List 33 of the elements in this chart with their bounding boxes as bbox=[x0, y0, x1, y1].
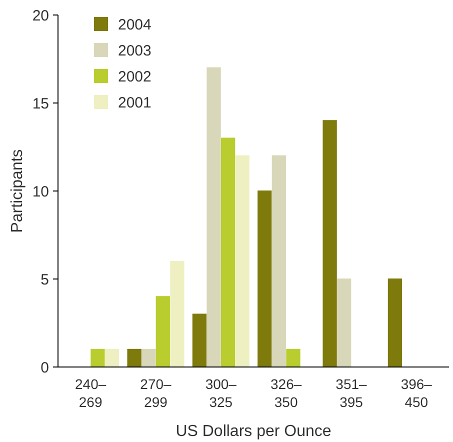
y-tick-label: 15 bbox=[32, 95, 49, 112]
legend-label: 2004 bbox=[118, 16, 152, 34]
legend-label: 2001 bbox=[118, 94, 152, 112]
legend-label: 2002 bbox=[118, 68, 152, 86]
y-tick-label: 0 bbox=[40, 359, 49, 376]
bar bbox=[235, 155, 250, 368]
bar bbox=[206, 67, 221, 368]
bar bbox=[337, 278, 352, 368]
x-tick-label: 240– 269 bbox=[75, 376, 106, 410]
bar bbox=[170, 260, 184, 368]
legend-label: 2003 bbox=[118, 42, 152, 60]
x-axis-title: US Dollars per Ounce bbox=[176, 423, 332, 440]
bar bbox=[104, 348, 120, 368]
bar bbox=[90, 348, 105, 368]
bar bbox=[127, 348, 142, 368]
bar bbox=[272, 155, 286, 368]
y-axis-title: Participants bbox=[9, 149, 26, 233]
x-tick-label: 300– 325 bbox=[205, 376, 237, 410]
bar bbox=[156, 296, 170, 368]
x-tick-label: 396– 450 bbox=[400, 376, 432, 410]
bar bbox=[192, 314, 207, 368]
bar bbox=[388, 278, 402, 368]
x-tick-label: 270– 299 bbox=[140, 376, 172, 410]
y-tick-label: 5 bbox=[40, 271, 49, 288]
bar bbox=[220, 138, 236, 368]
bar bbox=[286, 348, 300, 368]
y-tick-label: 20 bbox=[32, 7, 49, 24]
x-tick-label: 351– 395 bbox=[336, 376, 368, 410]
bar bbox=[322, 120, 337, 368]
x-tick-label: 326– 350 bbox=[270, 376, 302, 410]
bar bbox=[142, 348, 156, 368]
y-tick-label: 10 bbox=[32, 183, 49, 200]
bar bbox=[258, 190, 272, 368]
